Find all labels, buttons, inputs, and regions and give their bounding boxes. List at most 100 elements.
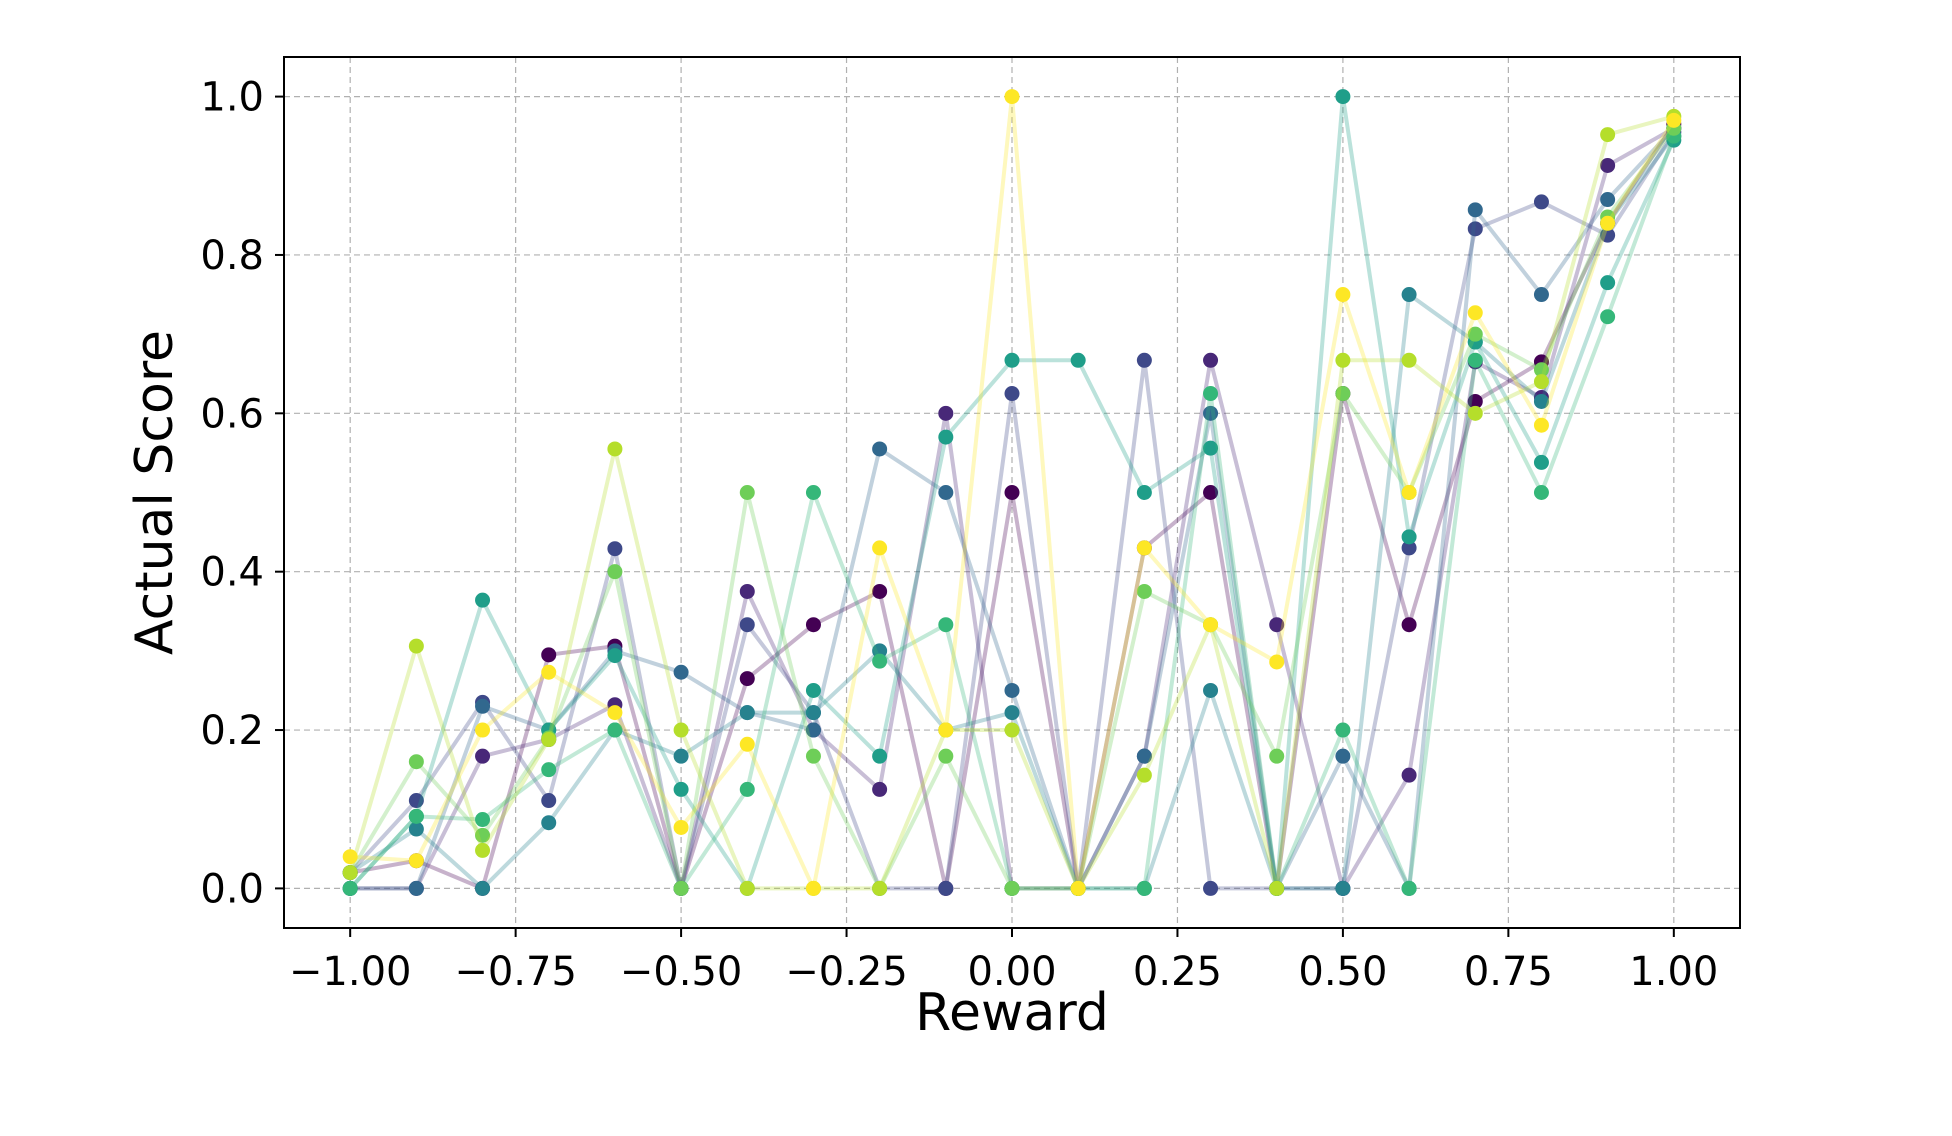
data-point (541, 647, 557, 663)
x-tick-label: 0.50 (1298, 949, 1387, 995)
data-point (1467, 352, 1483, 368)
data-point (739, 671, 755, 687)
x-tick-label: 0.25 (1133, 949, 1222, 995)
data-point (1401, 485, 1417, 500)
data-point (1401, 880, 1417, 896)
grid (284, 57, 1740, 928)
data-point (739, 617, 755, 633)
data-point (1401, 540, 1417, 556)
data-point (1203, 880, 1219, 896)
data-point (475, 698, 491, 714)
y-tick-label: 0.6 (200, 391, 264, 437)
series-layer (342, 89, 1682, 896)
x-tick-label: 0.75 (1464, 949, 1553, 995)
y-tick-label: 0.0 (200, 866, 264, 912)
data-point (1600, 215, 1616, 231)
data-point (1136, 748, 1152, 764)
data-point (1533, 287, 1549, 303)
data-point (1533, 454, 1549, 470)
data-point (1136, 767, 1152, 783)
data-point (1004, 705, 1020, 721)
data-point (1467, 326, 1483, 342)
data-point (475, 748, 491, 764)
data-point (1070, 352, 1086, 368)
data-point (739, 705, 755, 721)
data-point (408, 821, 424, 837)
data-point (938, 405, 954, 421)
data-point (1203, 386, 1219, 402)
data-point (805, 705, 821, 721)
y-tick-label: 0.8 (200, 233, 264, 279)
data-point (1533, 362, 1549, 378)
data-point (1467, 305, 1483, 321)
data-point (805, 880, 821, 896)
x-tick-label: 0.00 (967, 949, 1056, 995)
data-point (342, 849, 358, 865)
data-point (1600, 275, 1616, 291)
data-point (1335, 89, 1351, 105)
data-point (673, 722, 689, 738)
data-point (872, 653, 888, 669)
data-point (673, 819, 689, 835)
data-point (1600, 227, 1616, 243)
data-point (1600, 157, 1616, 173)
data-point (1401, 767, 1417, 783)
data-point (739, 485, 755, 500)
data-point (1004, 386, 1020, 402)
data-point (475, 842, 491, 858)
data-point (673, 748, 689, 764)
data-point (673, 664, 689, 680)
data-point (673, 781, 689, 797)
x-tick-label: 1.00 (1629, 949, 1718, 995)
data-point (1136, 485, 1152, 500)
data-point (475, 722, 491, 738)
data-point (1467, 405, 1483, 421)
data-point (1269, 748, 1285, 764)
data-point (1467, 393, 1483, 409)
data-point (1401, 617, 1417, 633)
x-tick-label: −1.00 (289, 949, 412, 995)
series-10 (342, 89, 1682, 896)
data-point (872, 781, 888, 797)
data-point (739, 781, 755, 797)
data-point (1335, 722, 1351, 738)
y-tick-label: 0.2 (200, 708, 264, 754)
data-point (408, 754, 424, 770)
data-point (1533, 393, 1549, 409)
axis-ticks: −1.00 −0.75 −0.50 −0.25 0.00 0.25 0.50 0.75 1.00… (200, 75, 1718, 995)
data-point (1600, 192, 1616, 208)
data-point (1004, 880, 1020, 896)
data-point (1600, 309, 1616, 325)
data-point (938, 880, 954, 896)
y-tick-label: 1.0 (200, 75, 264, 121)
x-tick-label: −0.75 (454, 949, 577, 995)
data-point (872, 880, 888, 896)
data-point (1533, 374, 1549, 390)
data-point (1203, 440, 1219, 456)
data-point (1467, 221, 1483, 237)
data-point (607, 564, 623, 580)
data-point (1401, 287, 1417, 303)
data-point (1004, 485, 1020, 500)
data-point (475, 812, 491, 828)
x-tick-label: −0.50 (620, 949, 743, 995)
data-point (1533, 194, 1549, 210)
data-point (408, 808, 424, 824)
data-point (1666, 112, 1682, 128)
data-point (1203, 682, 1219, 698)
data-point (938, 485, 954, 500)
data-point (872, 748, 888, 764)
data-point (1533, 417, 1549, 433)
data-point (805, 722, 821, 738)
data-point (1335, 287, 1351, 303)
data-point (805, 617, 821, 633)
data-point (1136, 583, 1152, 599)
data-point (408, 880, 424, 896)
data-point (1335, 748, 1351, 764)
data-point (805, 485, 821, 500)
data-point (1203, 617, 1219, 633)
data-point (1335, 386, 1351, 402)
data-point (408, 638, 424, 654)
